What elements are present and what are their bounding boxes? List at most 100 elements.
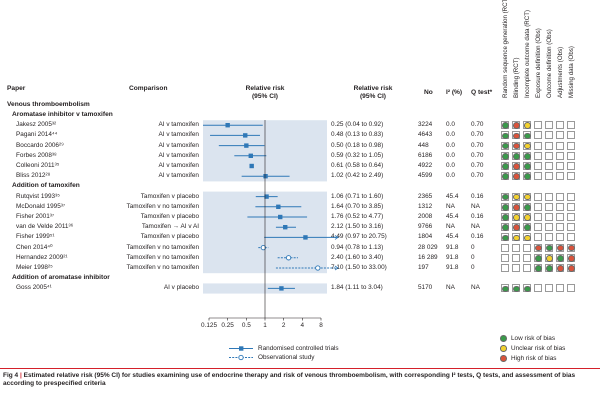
low-risk-dot-icon: [557, 254, 564, 262]
header-paper: Paper: [7, 85, 26, 92]
low-risk-dot-icon: [502, 234, 509, 242]
point-estimate: [260, 244, 266, 251]
bias-cell: [545, 162, 553, 170]
axis-tick-label: 0.5: [241, 322, 251, 329]
bias-cell: [501, 131, 509, 140]
bias-cell: [512, 223, 520, 232]
low-risk-dot-icon: [524, 132, 531, 140]
low-risk-dot-icon: [535, 265, 542, 272]
q-cell: 0: [471, 264, 475, 271]
bias-cell: [556, 284, 564, 293]
paper-cell: Hernandez 2009²¹: [16, 253, 68, 261]
point-estimate: [225, 123, 230, 128]
bias-column-header: Outcome definition (Obs): [546, 29, 553, 98]
bias-legend: Low risk of bias Unclear risk of bias Hi…: [500, 334, 600, 364]
bias-cell: [567, 264, 575, 272]
bias-cell: [501, 121, 509, 130]
paper-cell: van de Velde 2011³⁶: [16, 223, 74, 231]
low-risk-dot-icon: [524, 152, 531, 160]
paper-cell: Forbes 2008³⁸: [16, 151, 57, 159]
bias-cell: [512, 192, 520, 201]
n-cell: 2365: [418, 192, 433, 200]
i2-cell: 45.4: [446, 213, 459, 220]
i2-cell: 45.4: [446, 233, 459, 241]
i2-cell: 0.0: [446, 131, 455, 139]
low-risk-dot-icon: [513, 152, 520, 160]
comparison-cell: AI v tamoxifen: [158, 162, 200, 169]
rr-cell: 1.06 (0.71 to 1.60): [331, 192, 384, 200]
paper-cell: Meier 1998²⁵: [16, 264, 53, 271]
legend-rct-marker-icon: [239, 346, 244, 351]
bias-cell: [523, 131, 531, 140]
low-risk-dot-icon: [500, 335, 507, 342]
bias-cell: [534, 223, 542, 232]
legend-low: Low risk of bias: [511, 335, 556, 342]
bias-cell: [523, 192, 531, 201]
low-risk-dot-icon: [546, 244, 553, 252]
bias-cell: [512, 151, 520, 160]
axis-tick-label: 2: [281, 322, 286, 329]
low-risk-dot-icon: [502, 132, 509, 140]
paper-cell: Fisher 1999⁵¹: [16, 233, 55, 241]
bias-cell: [556, 213, 564, 221]
low-risk-dot-icon: [524, 224, 531, 231]
bias-cell: [556, 264, 564, 272]
bias-cell: [567, 192, 575, 201]
figure-caption-text: Estimated relative risk (95% CI) for stu…: [3, 372, 576, 388]
q-cell: 0.16: [471, 192, 484, 200]
bias-cell: [545, 284, 553, 293]
n-cell: 4643: [418, 131, 433, 139]
paper-cell: McDonald 1995³⁷: [16, 202, 66, 210]
section-title: Venous thromboembolism: [7, 101, 90, 108]
high-risk-dot-icon: [513, 224, 520, 231]
bias-cell: [523, 243, 531, 252]
high-risk-dot-icon: [557, 244, 564, 252]
q-cell: 0.70: [471, 121, 484, 129]
bias-cell: [512, 172, 520, 181]
rr-cell: 0.94 (0.78 to 1.13): [331, 243, 384, 251]
paper-cell: Rutqvist 1993³⁵: [16, 192, 60, 200]
high-risk-dot-icon: [568, 254, 575, 262]
group-band: [203, 283, 327, 294]
bias-cell: [534, 172, 542, 181]
q-cell: 0.16: [471, 233, 484, 241]
bias-cell: [501, 213, 509, 221]
i2-cell: NA: [446, 202, 455, 210]
low-risk-dot-icon: [513, 285, 520, 293]
point-estimate: [285, 255, 292, 261]
bias-cell: [567, 151, 575, 160]
paper-cell: Chen 2014⁴⁰: [16, 243, 53, 251]
legend-obs-label: Observational study: [258, 354, 315, 361]
rr-cell: 7.10 (1.50 to 33.00): [331, 264, 387, 271]
bias-cell: [501, 264, 509, 272]
bias-cell: [501, 233, 509, 242]
legend-unclear: Unclear risk of bias: [511, 345, 566, 352]
bias-cell: [556, 202, 564, 211]
low-risk-dot-icon: [524, 285, 531, 293]
n-cell: 6186: [418, 151, 433, 159]
i2-cell: 0.0: [446, 162, 455, 169]
n-cell: 16 289: [418, 253, 438, 261]
high-risk-dot-icon: [535, 244, 542, 252]
comparison-cell: AI v tamoxifen: [158, 131, 200, 139]
paper-cell: Colleoni 2011³⁵: [16, 162, 60, 169]
bias-cell: [501, 284, 509, 293]
i2-cell: 91.8: [446, 243, 459, 251]
comparison-cell: Tamoxifen v no tamoxifen: [126, 253, 199, 261]
bias-cell: [501, 151, 509, 160]
point-estimate: [315, 265, 321, 271]
bias-cell: [523, 202, 531, 211]
axis-tick-label: 0.25: [221, 322, 234, 329]
low-risk-dot-icon: [502, 122, 509, 129]
bias-cell: [512, 253, 520, 262]
point-estimate: [283, 225, 288, 230]
bias-cell: [523, 233, 531, 242]
bias-cell: [556, 121, 564, 130]
paper-cell: Bliss 2012²⁸: [16, 172, 51, 180]
unclear-risk-dot-icon: [524, 193, 531, 201]
q-cell: 0.70: [471, 162, 484, 169]
header-no: No: [424, 89, 433, 96]
comparison-cell: AI v tamoxifen: [158, 141, 200, 149]
low-risk-dot-icon: [524, 163, 531, 170]
low-risk-dot-icon: [546, 265, 553, 272]
